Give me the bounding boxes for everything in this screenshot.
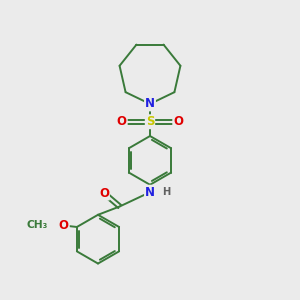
Text: N: N: [145, 186, 155, 199]
Text: O: O: [59, 219, 69, 232]
Text: O: O: [117, 115, 127, 128]
Text: S: S: [146, 115, 154, 128]
Text: N: N: [145, 98, 155, 110]
Text: H: H: [162, 187, 170, 197]
Text: O: O: [173, 115, 183, 128]
Text: CH₃: CH₃: [26, 220, 47, 230]
Text: O: O: [99, 187, 109, 200]
